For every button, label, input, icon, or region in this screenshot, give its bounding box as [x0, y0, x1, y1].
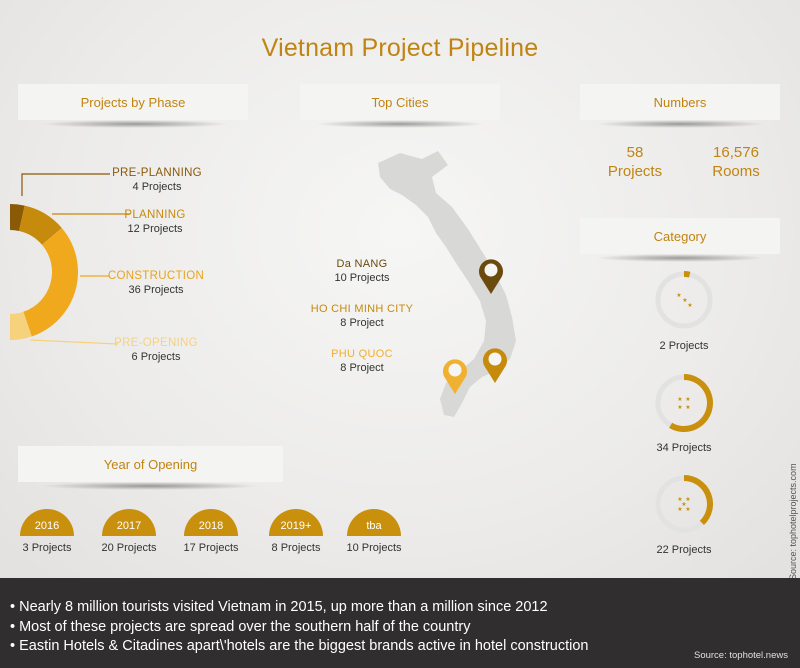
category-count: 34 Projects [656, 442, 712, 454]
footer-bullet: • Most of these projects are spread over… [10, 618, 471, 635]
footer-source: Source: tophotel.news [693, 650, 788, 661]
phase-label-pre-opening: PRE-OPENING 6 Projects [81, 337, 231, 363]
star-icon: ★ [677, 506, 682, 513]
year-item: 2017 20 Projects [89, 509, 169, 554]
category-ring: ★ ★★★ ★ [655, 475, 713, 533]
section-header-year: Year of Opening [18, 446, 283, 482]
phase-leader-lines [21, 173, 130, 345]
year-badge: 2017 [102, 509, 156, 536]
star-icon: ★ [681, 501, 686, 508]
category-ring-fill [683, 271, 691, 278]
phase-name: CONSTRUCTION [107, 270, 205, 282]
section-header-category: Category [580, 218, 780, 254]
star-icon: ★ [685, 396, 690, 403]
year-count: 20 Projects [101, 542, 157, 554]
city-count: 8 Project [340, 317, 384, 329]
phase-name: PRE-PLANNING [112, 167, 202, 179]
phase-donut-chart [10, 204, 79, 340]
category-count: 2 Projects [659, 340, 709, 352]
year-badge: tba [347, 509, 401, 536]
year-item: 2019+ 8 Projects [256, 509, 336, 554]
band-shadow [40, 482, 260, 490]
star-icon: ★ [685, 496, 690, 503]
phase-count: 4 Projects [132, 181, 182, 193]
phase-name: PRE-OPENING [114, 337, 198, 349]
phase-count: 12 Projects [127, 223, 183, 235]
band-shadow [595, 254, 765, 262]
category-ring-fill [669, 374, 713, 432]
phase-donut-segment [19, 205, 62, 245]
category-ring-fill [683, 475, 713, 526]
footer-bullet: • Nearly 8 million tourists visited Viet… [10, 599, 548, 615]
city-label-phu-quoc: PHU QUOC 8 Project [282, 348, 442, 374]
star-icon: ★ [685, 506, 690, 513]
star-icon: ★ [677, 396, 682, 403]
star-icon: ★ [677, 404, 682, 411]
star-icon: ★ [685, 404, 690, 411]
category-ring: ★★★ [655, 271, 713, 329]
footer-bullet: • Eastin Hotels & Citadines apart\'hotel… [10, 638, 589, 654]
footer-bullets: • Nearly 8 million tourists visited Viet… [10, 598, 589, 657]
category-count: 22 Projects [656, 544, 712, 556]
star-icon: ★ [687, 302, 692, 309]
phase-count: 36 Projects [128, 284, 184, 296]
year-count: 3 Projects [22, 542, 72, 554]
vietnam-map-shape [378, 151, 516, 417]
city-label-ho-chi-minh: HO CHI MINH CITY 8 Project [282, 303, 442, 329]
phase-label-construction: CONSTRUCTION 36 Projects [81, 270, 231, 296]
year-count: 8 Projects [271, 542, 321, 554]
year-badge: 2016 [20, 509, 74, 536]
star-icon: ★ [677, 496, 682, 503]
rooms-total: 16,576 Rooms [681, 143, 791, 181]
band-shadow [40, 120, 230, 128]
location-pin-icon [479, 259, 503, 294]
location-pin-icon [443, 359, 467, 394]
phase-label-pre-planning: PRE-PLANNING 4 Projects [82, 167, 232, 193]
city-label-da-nang: Da NANG 10 Projects [282, 258, 442, 284]
page-title: Vietnam Project Pipeline [261, 34, 539, 62]
phase-count: 6 Projects [131, 351, 181, 363]
location-pin-icon [483, 348, 507, 383]
year-item: tba 10 Projects [334, 509, 414, 554]
year-badge: 2018 [184, 509, 238, 536]
phase-label-planning: PLANNING 12 Projects [80, 209, 230, 235]
city-count: 10 Projects [334, 272, 390, 284]
projects-value: 58 [626, 144, 644, 161]
star-icon: ★ [682, 297, 687, 304]
infographic-poster: Vietnam Project Pipeline Projects by Pha… [0, 0, 800, 580]
year-item: 2018 17 Projects [171, 509, 251, 554]
city-name: PHU QUOC [331, 348, 393, 360]
phase-name: PLANNING [124, 209, 186, 221]
phase-leader-line [21, 173, 110, 196]
projects-total: 58 Projects [580, 143, 690, 181]
section-header-numbers: Numbers [580, 84, 780, 120]
rooms-label: Rooms [712, 163, 760, 180]
band-shadow [595, 120, 765, 128]
section-header-cities: Top Cities [300, 84, 500, 120]
projects-label: Projects [607, 163, 663, 180]
year-item: 2016 3 Projects [7, 509, 87, 554]
city-name: HO CHI MINH CITY [310, 303, 414, 315]
year-count: 10 Projects [346, 542, 402, 554]
phase-leader-line [29, 339, 119, 345]
section-header-phase: Projects by Phase [18, 84, 248, 120]
footer-bar: • Nearly 8 million tourists visited Viet… [0, 578, 800, 668]
phase-donut-segment [23, 227, 79, 337]
rooms-value: 16,576 [713, 144, 759, 161]
band-shadow [315, 120, 485, 128]
category-ring: ★ ★★ ★ [655, 374, 713, 432]
phase-donut-segment [10, 311, 32, 340]
year-count: 17 Projects [183, 542, 239, 554]
phase-donut-segment [10, 204, 25, 231]
star-icon: ★ [676, 292, 681, 299]
vertical-source-note: Source: tophotelprojects.com [788, 463, 798, 580]
city-name: Da NANG [336, 258, 388, 270]
city-count: 8 Project [340, 362, 384, 374]
year-badge: 2019+ [269, 509, 323, 536]
